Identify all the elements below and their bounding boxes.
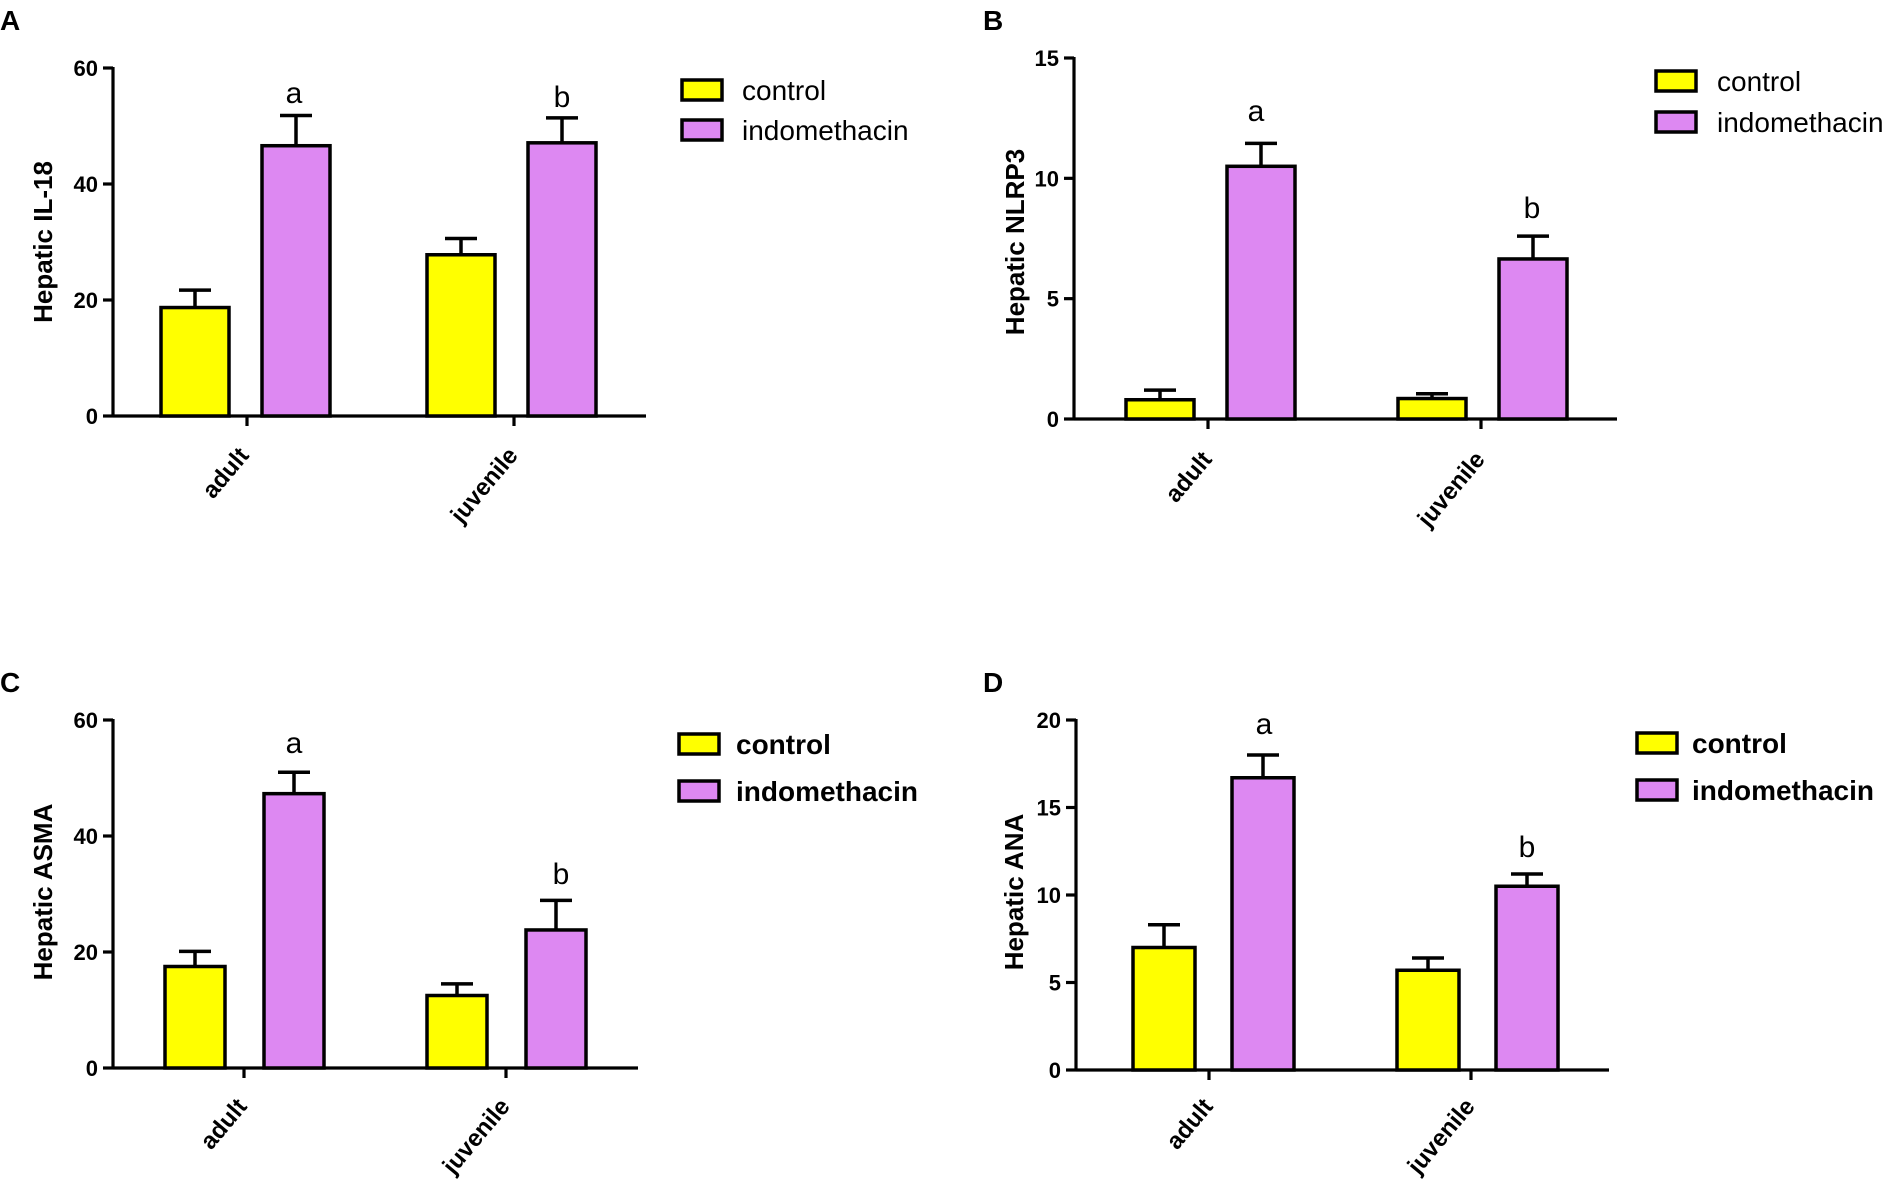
legend-swatch-indomethacin xyxy=(677,779,721,803)
legend-swatch-control xyxy=(680,78,724,102)
bar-control-juvenile xyxy=(425,253,497,418)
x-category-label: adult xyxy=(197,442,255,503)
y-tick-label: 20 xyxy=(1037,708,1061,733)
y-tick-label: 5 xyxy=(1047,287,1059,312)
legend-label-control: control xyxy=(736,729,831,760)
panel-b: B Hepatic NLRP3 0 5 10 15 adult a juvenile b contr… xyxy=(983,5,1884,533)
legend-swatch-control xyxy=(1654,69,1698,93)
legend-label-indomethacin: indomethacin xyxy=(736,776,918,807)
panel-d: D Hepatic ANA 0 5 10 15 20 adult a juvenile b contr… xyxy=(983,667,1874,1180)
legend-swatch-indomethacin xyxy=(1635,778,1679,802)
x-category-label: adult xyxy=(195,1093,253,1154)
bar-control-juvenile xyxy=(1395,968,1461,1072)
legend-label-control: control xyxy=(1717,66,1801,97)
legend-label-indomethacin: indomethacin xyxy=(1692,775,1874,806)
significance-label: b xyxy=(1519,831,1536,864)
bar-indomethacin-juvenile xyxy=(524,928,588,1070)
bar-indomethacin-juvenile xyxy=(1494,884,1560,1072)
x-category-label: adult xyxy=(1161,1093,1219,1154)
legend-swatch-control xyxy=(1635,731,1679,755)
legend-swatch-indomethacin xyxy=(1654,110,1698,134)
significance-label: a xyxy=(1248,95,1265,128)
legend-label-control: control xyxy=(1692,728,1787,759)
x-category-label: juvenile xyxy=(1402,1094,1481,1181)
legend-swatch-indomethacin xyxy=(680,118,724,142)
significance-label: a xyxy=(286,77,303,110)
bar-indomethacin-adult xyxy=(262,791,326,1070)
x-category-label: juvenile xyxy=(445,443,524,530)
panel-letter: C xyxy=(0,667,20,698)
y-tick-label: 40 xyxy=(74,172,98,197)
legend-label-indomethacin: indomethacin xyxy=(742,115,909,146)
legend: control indomethacin xyxy=(1654,66,1884,138)
significance-label: b xyxy=(1524,192,1541,225)
bar-indomethacin-juvenile xyxy=(1497,257,1569,421)
bar-indomethacin-adult xyxy=(1225,164,1297,421)
x-category-label: juvenile xyxy=(437,1094,516,1181)
y-axis-label: Hepatic NLRP3 xyxy=(1000,149,1030,335)
panel-a: A Hepatic IL-18 0 20 40 60 adult a juvenile b cont… xyxy=(0,5,909,529)
y-tick-label: 60 xyxy=(74,708,98,733)
bar-control-adult xyxy=(159,305,231,418)
bar-control-adult xyxy=(163,964,227,1070)
y-tick-label: 60 xyxy=(74,56,98,81)
significance-label: a xyxy=(1256,708,1273,741)
legend: control indomethacin xyxy=(1635,728,1874,806)
bar-control-adult xyxy=(1124,397,1196,421)
y-tick-label: 0 xyxy=(1047,407,1059,432)
bar-indomethacin-adult xyxy=(1230,776,1296,1072)
y-tick-label: 40 xyxy=(74,824,98,849)
bar-indomethacin-adult xyxy=(260,143,332,418)
y-tick-label: 20 xyxy=(74,940,98,965)
bar-indomethacin-juvenile xyxy=(526,141,598,418)
bar-control-adult xyxy=(1131,945,1197,1072)
legend-swatch-control xyxy=(677,732,721,756)
y-tick-label: 0 xyxy=(86,404,98,429)
x-category-label: adult xyxy=(1160,446,1218,507)
legend: control indomethacin xyxy=(677,729,918,807)
y-axis-label: Hepatic ANA xyxy=(999,814,1029,971)
y-axis-label: Hepatic IL-18 xyxy=(28,161,58,323)
y-tick-label: 15 xyxy=(1037,796,1061,821)
y-tick-label: 5 xyxy=(1049,971,1061,996)
panel-c: C Hepatic ASMA 0 20 40 60 adult a juvenile b contr… xyxy=(0,667,918,1180)
panel-letter: B xyxy=(983,5,1003,36)
y-tick-label: 0 xyxy=(86,1056,98,1081)
y-tick-label: 10 xyxy=(1037,883,1061,908)
panel-letter: A xyxy=(0,5,20,36)
panel-letter: D xyxy=(983,667,1003,698)
bar-control-juvenile xyxy=(1396,396,1468,421)
bar-control-juvenile xyxy=(425,993,489,1070)
significance-label: a xyxy=(286,727,303,760)
y-tick-label: 0 xyxy=(1049,1058,1061,1083)
y-tick-label: 15 xyxy=(1035,46,1059,71)
significance-label: b xyxy=(553,858,570,891)
y-tick-label: 10 xyxy=(1035,166,1059,191)
legend-label-indomethacin: indomethacin xyxy=(1717,107,1884,138)
legend: control indomethacin xyxy=(680,75,909,146)
y-axis-label: Hepatic ASMA xyxy=(28,803,58,980)
y-tick-label: 20 xyxy=(74,288,98,313)
legend-label-control: control xyxy=(742,75,826,106)
x-category-label: juvenile xyxy=(1412,447,1491,534)
significance-label: b xyxy=(554,81,571,114)
